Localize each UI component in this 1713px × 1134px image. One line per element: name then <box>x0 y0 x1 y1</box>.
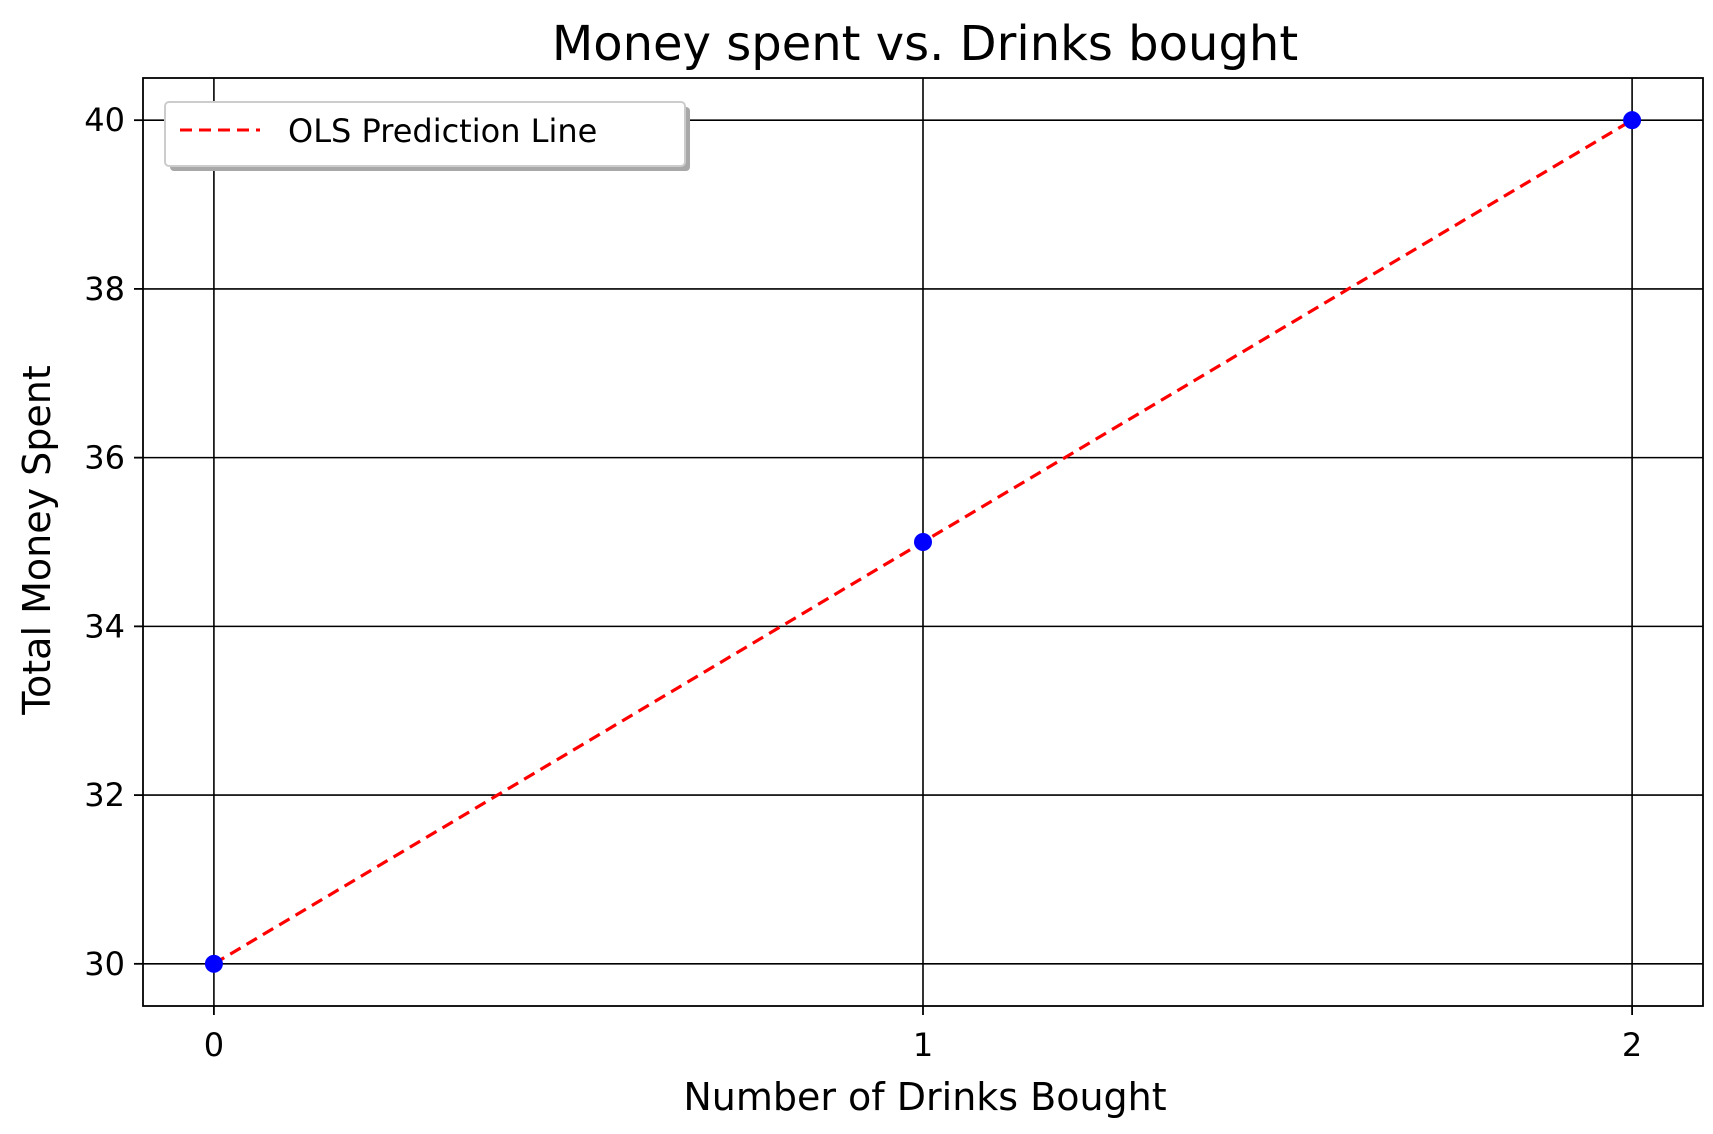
x-tick-label-0: 0 <box>204 1026 224 1064</box>
legend-label-ols-prediction-line: OLS Prediction Line <box>288 112 597 150</box>
y-tick-label-36: 36 <box>84 439 125 477</box>
legend-box <box>164 101 686 167</box>
data-point-0 <box>204 954 223 973</box>
tick-layer: 0 1 2 30 32 34 36 38 40 <box>84 101 1642 1064</box>
y-tick-label-30: 30 <box>84 945 125 983</box>
chart-title: Money spent vs. Drinks bought <box>552 16 1298 72</box>
y-tick-label-32: 32 <box>84 776 125 814</box>
x-tick-label-1: 1 <box>913 1026 933 1064</box>
y-tick-label-34: 34 <box>84 607 125 645</box>
y-tick-label-40: 40 <box>84 101 125 139</box>
y-axis-label: Total Money Spent <box>15 365 59 716</box>
series-layer <box>204 111 1642 973</box>
x-tick-label-2: 2 <box>1622 1026 1642 1064</box>
x-axis-label: Number of Drinks Bought <box>683 1075 1166 1119</box>
data-point-2 <box>1623 111 1642 130</box>
y-tick-label-38: 38 <box>84 270 125 308</box>
legend: OLS Prediction Line <box>164 101 690 171</box>
data-point-1 <box>914 533 932 551</box>
